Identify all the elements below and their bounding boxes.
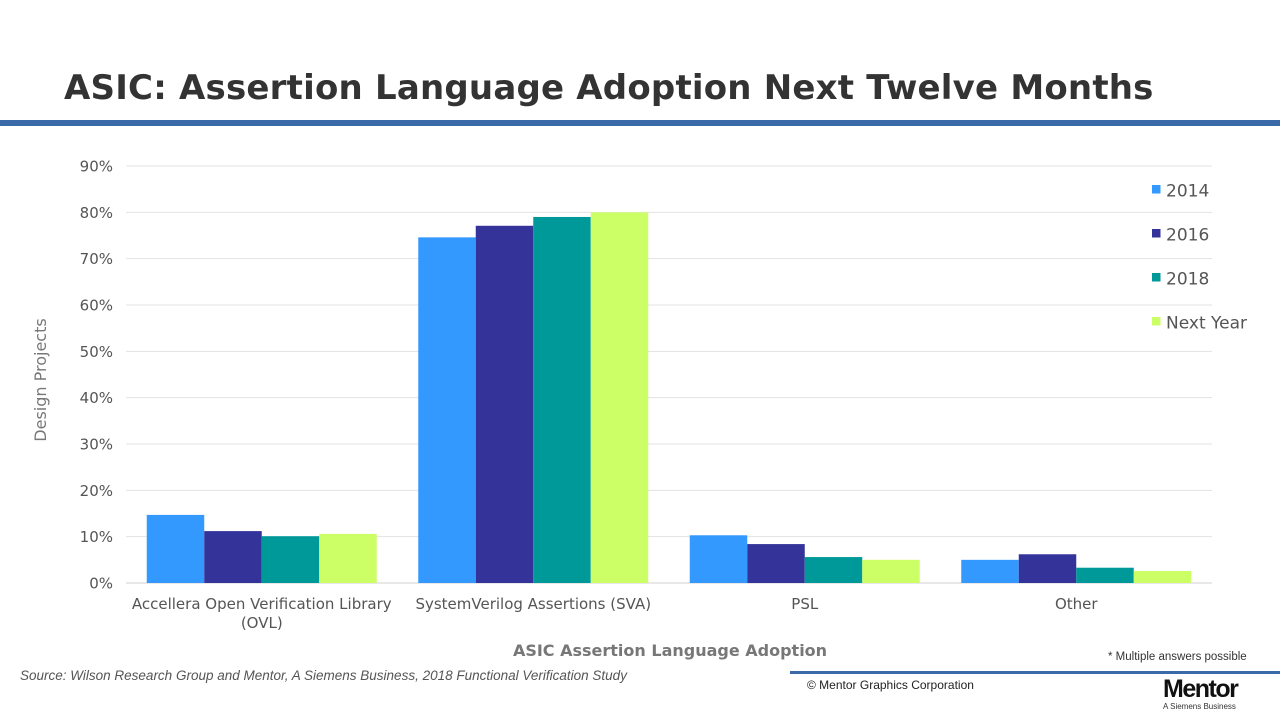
bar-chart: 0% 10% 20% 30% 40% 50% 60% 70% 80% 90% Accellera … [31, 158, 1247, 661]
source-citation: Source: Wilson Research Group and Mentor… [20, 668, 627, 683]
mentor-logo: Mentor A Siemens Business [1163, 676, 1273, 711]
bar [1076, 567, 1134, 583]
copyright-text: © Mentor Graphics Corporation [807, 678, 974, 692]
legend-label: Next Year [1166, 314, 1247, 334]
x-category-labels: Accellera Open Verification Library(OVL)… [132, 595, 1099, 632]
bar [1133, 570, 1192, 583]
y-tick-label: 70% [80, 250, 113, 268]
bars [146, 212, 1192, 584]
footnote: * Multiple answers possible [1108, 651, 1247, 663]
bar [689, 535, 748, 583]
x-category-label: PSL [791, 595, 819, 613]
bar [319, 533, 377, 583]
legend-swatch [1152, 229, 1161, 238]
legend-label: 2018 [1166, 270, 1209, 290]
legend-swatch [1152, 273, 1161, 282]
bar [1018, 554, 1077, 583]
legend: 2014 2016 2018 Next Year [1152, 182, 1247, 334]
y-tick-label: 50% [80, 343, 113, 361]
footer-divider [790, 671, 1280, 674]
bar [804, 557, 863, 583]
x-category-label: Other [1055, 595, 1098, 613]
x-axis-label: ASIC Assertion Language Adoption [513, 641, 827, 660]
x-category-label: SystemVerilog Assertions (SVA) [415, 595, 651, 613]
x-category-label: Accellera Open Verification Library [132, 595, 392, 613]
y-tick-label: 20% [80, 482, 113, 500]
title-divider [0, 120, 1280, 126]
y-tick-label: 80% [80, 204, 113, 222]
x-category-label: (OVL) [241, 614, 283, 632]
bar [961, 559, 1019, 583]
bar [261, 536, 320, 583]
legend-swatch [1152, 185, 1161, 194]
legend-label: 2014 [1166, 182, 1209, 202]
bar [146, 514, 205, 583]
y-tick-label: 30% [80, 436, 113, 454]
gridlines [126, 165, 1212, 584]
bar [533, 216, 591, 583]
logo-tagline: A Siemens Business [1163, 702, 1236, 711]
bar [862, 559, 920, 583]
y-tick-label: 40% [80, 389, 113, 407]
y-tick-label: 10% [80, 528, 113, 546]
bar [475, 225, 534, 583]
legend-label: 2016 [1166, 226, 1209, 246]
y-tick-labels: 0% 10% 20% 30% 40% 50% 60% 70% 80% 90% [80, 158, 113, 593]
bar [590, 212, 649, 584]
bar [418, 237, 476, 583]
y-tick-label: 60% [80, 297, 113, 315]
bar [204, 531, 262, 583]
legend-swatch [1152, 317, 1161, 326]
bar [747, 544, 805, 583]
logo-wordmark: Mentor [1163, 675, 1239, 703]
y-axis-label: Design Projects [31, 318, 50, 441]
slide-title: ASIC: Assertion Language Adoption Next T… [64, 68, 1154, 108]
y-tick-label: 0% [89, 575, 113, 593]
y-tick-label: 90% [80, 158, 113, 176]
